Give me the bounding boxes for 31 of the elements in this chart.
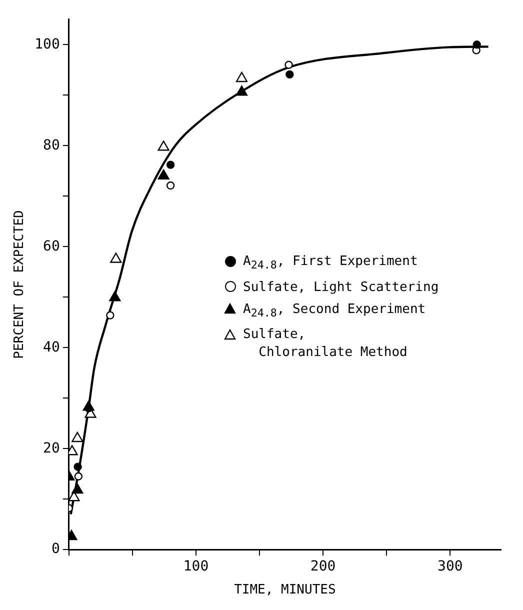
point xyxy=(236,86,248,96)
point xyxy=(158,169,170,180)
point xyxy=(158,140,170,151)
x-tick-label: 200 xyxy=(310,558,336,575)
x-axis-title: TIME, MINUTES xyxy=(234,582,336,598)
point xyxy=(166,160,175,169)
y-tick-label: 40 xyxy=(43,339,60,356)
point xyxy=(72,432,84,442)
y-tick-label: 80 xyxy=(43,137,60,154)
y-axis-title: PERCENT OF EXPECTED xyxy=(12,210,28,359)
point xyxy=(72,483,84,494)
x-tick-label: 300 xyxy=(438,558,463,575)
point xyxy=(284,60,293,69)
x-tick-label: 100 xyxy=(183,558,209,575)
point xyxy=(109,291,121,302)
point xyxy=(74,472,83,480)
y-tick-label: 0 xyxy=(51,541,60,558)
legend-label: A$_{24.8}$, First Experiment xyxy=(243,253,418,274)
legend-label: A$_{24.8}$, Second Experiment xyxy=(243,300,426,322)
y-tick-label: 100 xyxy=(34,36,60,52)
y-tick-label: 60 xyxy=(43,238,60,254)
point xyxy=(74,462,82,471)
point xyxy=(106,311,114,320)
y-tick-label: 20 xyxy=(43,440,60,456)
point xyxy=(166,181,175,190)
point xyxy=(110,252,122,263)
legend-label: Sulfate, Light Scattering xyxy=(243,278,439,297)
point xyxy=(286,70,294,79)
point xyxy=(472,40,481,49)
legend-label: Sulfate, Chloranilate Method xyxy=(243,326,408,362)
point xyxy=(236,72,248,82)
